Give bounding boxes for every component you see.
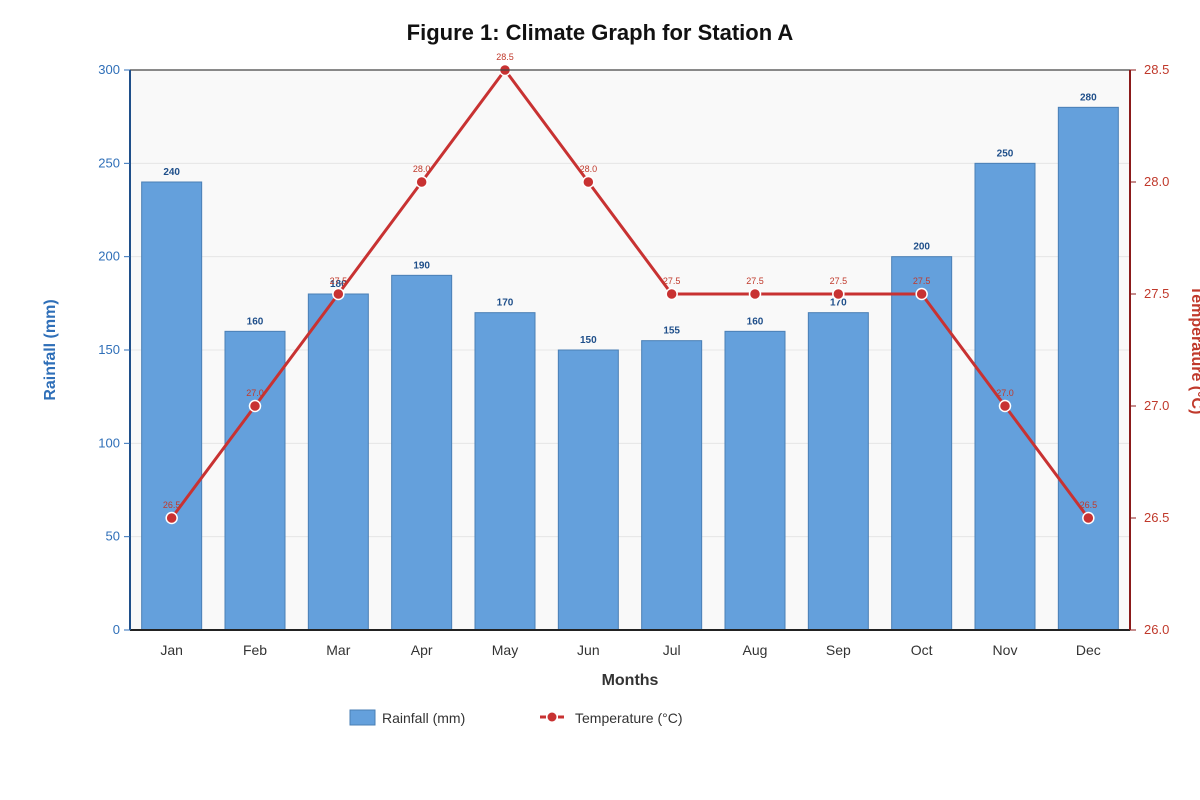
temperature-point <box>332 287 345 301</box>
temperature-point-label: 26.5 <box>163 500 181 510</box>
rainfall-bar-label: 150 <box>580 335 597 346</box>
rainfall-bar <box>474 312 536 631</box>
rainfall-bar <box>557 349 619 631</box>
rainfall-bar <box>1057 106 1119 631</box>
x-tick-label: Jul <box>663 642 681 658</box>
rainfall-bar <box>641 340 703 631</box>
y-tick-label-left: 0 <box>113 622 120 637</box>
temperature-point <box>665 287 678 301</box>
temperature-point <box>165 511 178 525</box>
temperature-point <box>1082 511 1095 525</box>
rainfall-bars <box>141 106 1119 631</box>
x-tick-label: Aug <box>743 642 768 658</box>
left-axis-ticks: 0 50 100 150 200 250 300 <box>98 62 130 637</box>
y-axis-label-left: Rainfall (mm) <box>42 299 59 400</box>
y-tick-label-right: 28.0 <box>1144 174 1169 189</box>
temperature-point-label: 28.0 <box>413 164 431 174</box>
temperature-point-label: 27.0 <box>246 388 264 398</box>
rainfall-bar-label: 160 <box>747 316 764 327</box>
temperature-point <box>832 287 845 301</box>
x-tick-label: Sep <box>826 642 851 658</box>
temperature-point <box>415 175 428 189</box>
rainfall-bar <box>141 181 203 631</box>
y-axis-label-right: Temperature (°C) <box>1188 286 1200 415</box>
y-tick-label-right: 26.0 <box>1144 622 1169 637</box>
rainfall-bar-label: 170 <box>830 298 847 309</box>
x-tick-label: Nov <box>993 642 1018 658</box>
rainfall-bar-label: 160 <box>247 316 264 327</box>
y-tick-label-left: 250 <box>98 155 120 170</box>
rainfall-bar <box>974 162 1036 631</box>
temperature-point-label: 27.5 <box>913 276 931 286</box>
y-tick-label-left: 150 <box>98 342 120 357</box>
temperature-point <box>748 287 762 301</box>
rainfall-bar-label: 200 <box>913 242 930 253</box>
rainfall-bar-label: 155 <box>663 326 680 337</box>
x-tick-label: Mar <box>326 642 350 658</box>
y-tick-label-right: 27.5 <box>1144 286 1169 301</box>
rainfall-bar-label: 280 <box>1080 92 1097 103</box>
rainfall-bar-label: 190 <box>413 260 430 271</box>
rainfall-bar-label: 250 <box>997 148 1014 159</box>
temperature-point-label: 27.5 <box>830 276 848 286</box>
temperature-point <box>582 175 595 189</box>
rainfall-bar <box>724 330 786 631</box>
y-tick-label-left: 100 <box>98 435 120 450</box>
y-tick-label-left: 200 <box>98 249 120 264</box>
rainfall-bar <box>891 256 953 631</box>
x-tick-label: May <box>492 642 518 658</box>
temperature-point <box>915 287 928 301</box>
y-tick-label-right: 27.0 <box>1144 398 1169 413</box>
x-tick-label: Jan <box>160 642 183 658</box>
temperature-point-label: 27.5 <box>330 276 348 286</box>
temperature-point <box>248 399 262 413</box>
temperature-series-line <box>170 68 1090 519</box>
temperature-point-label: 28.5 <box>496 52 514 62</box>
y-tick-label-right: 26.5 <box>1144 510 1169 525</box>
x-tick-label: Dec <box>1076 642 1101 658</box>
chart-title: Figure 1: Climate Graph for Station A <box>407 20 794 45</box>
x-axis-label: Months <box>602 672 659 689</box>
rainfall-bar <box>391 274 453 631</box>
temperature-line <box>170 68 1090 519</box>
temperature-point-label: 26.5 <box>1080 500 1098 510</box>
legend-rainfall-swatch <box>349 709 376 726</box>
x-axis-ticks: Jan Feb Mar Apr May Jun Jul Aug Sep Oct Nov Dec <box>160 642 1100 658</box>
temperature-point-label: 27.0 <box>996 388 1014 398</box>
legend-temperature-marker <box>547 712 557 722</box>
temperature-points: 26.5 27.0 27.5 28.0 28.5 28.0 27.5 27.5 27.5 27.5… <box>163 52 1098 525</box>
temperature-point <box>998 399 1012 413</box>
temperature-point-label: 28.0 <box>580 164 598 174</box>
x-tick-label: Apr <box>411 642 433 658</box>
rainfall-bar-label: 180 <box>330 279 347 290</box>
legend-temperature-label: Temperature (°C) <box>575 710 683 726</box>
right-axis-ticks: 26.0 26.5 27.0 27.5 28.0 28.5 <box>1130 62 1169 637</box>
y-tick-label-left: 50 <box>106 529 120 544</box>
rainfall-bar <box>307 293 369 631</box>
legend: Rainfall (mm) Temperature (°C) <box>349 709 683 726</box>
x-tick-label: Oct <box>911 642 933 658</box>
y-tick-label-right: 28.5 <box>1144 62 1169 77</box>
rainfall-bar-labels: 240 160 180 190 170 150 155 160 170 200 250 280 <box>163 92 1097 346</box>
rainfall-bar <box>807 312 869 631</box>
x-tick-label: Feb <box>243 642 267 658</box>
x-tick-label: Jun <box>577 642 600 658</box>
y-tick-label-left: 300 <box>98 62 120 77</box>
temperature-point-label: 27.5 <box>663 276 681 286</box>
temperature-point-label: 27.5 <box>746 276 764 286</box>
rainfall-bar-label: 240 <box>163 167 180 178</box>
legend-rainfall-label: Rainfall (mm) <box>382 710 465 726</box>
rainfall-bar-label: 170 <box>497 298 514 309</box>
